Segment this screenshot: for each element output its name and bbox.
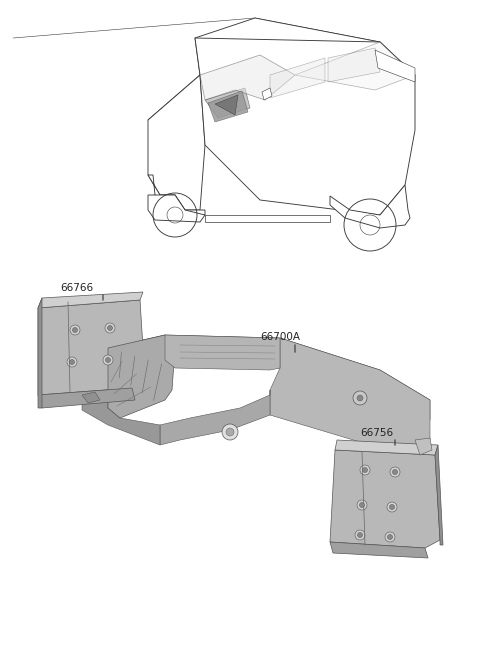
Circle shape — [357, 395, 363, 401]
Polygon shape — [205, 215, 330, 222]
Polygon shape — [270, 338, 430, 450]
Circle shape — [393, 470, 397, 474]
Polygon shape — [160, 390, 270, 445]
Polygon shape — [215, 95, 238, 115]
Circle shape — [222, 424, 238, 440]
Circle shape — [70, 325, 80, 335]
Polygon shape — [195, 18, 415, 85]
Polygon shape — [328, 48, 380, 82]
Polygon shape — [148, 55, 265, 145]
Polygon shape — [165, 335, 280, 370]
Polygon shape — [82, 392, 100, 403]
Circle shape — [72, 327, 77, 332]
Polygon shape — [148, 75, 205, 210]
Circle shape — [362, 468, 368, 472]
Polygon shape — [38, 388, 135, 408]
Text: 66756: 66756 — [360, 428, 393, 438]
Polygon shape — [38, 298, 42, 408]
Polygon shape — [330, 542, 428, 558]
Text: 66700A: 66700A — [260, 332, 300, 342]
Circle shape — [385, 532, 395, 542]
Polygon shape — [38, 300, 145, 395]
Circle shape — [387, 535, 393, 539]
Circle shape — [353, 391, 367, 405]
Polygon shape — [82, 370, 160, 445]
Circle shape — [387, 502, 397, 512]
Circle shape — [67, 357, 77, 367]
Polygon shape — [295, 42, 415, 90]
Circle shape — [355, 530, 365, 540]
Circle shape — [390, 467, 400, 477]
Polygon shape — [270, 58, 325, 98]
Polygon shape — [205, 88, 250, 118]
Polygon shape — [195, 38, 415, 215]
Polygon shape — [262, 88, 272, 100]
Text: 66766: 66766 — [60, 283, 93, 293]
Polygon shape — [200, 55, 295, 100]
Polygon shape — [108, 335, 175, 418]
Polygon shape — [38, 292, 143, 308]
Circle shape — [358, 533, 362, 537]
Polygon shape — [435, 445, 443, 545]
Polygon shape — [335, 440, 438, 455]
Circle shape — [389, 505, 395, 509]
Circle shape — [106, 357, 110, 363]
Polygon shape — [148, 175, 205, 215]
Circle shape — [108, 325, 112, 330]
Polygon shape — [415, 438, 432, 455]
Circle shape — [70, 359, 74, 365]
Circle shape — [360, 465, 370, 475]
Circle shape — [105, 323, 115, 333]
Polygon shape — [148, 195, 205, 222]
Polygon shape — [208, 91, 248, 122]
Polygon shape — [330, 185, 410, 228]
Circle shape — [226, 428, 234, 436]
Polygon shape — [375, 50, 415, 82]
Polygon shape — [330, 450, 440, 548]
Circle shape — [360, 503, 364, 507]
Circle shape — [357, 500, 367, 510]
Circle shape — [103, 355, 113, 365]
Polygon shape — [82, 335, 430, 420]
